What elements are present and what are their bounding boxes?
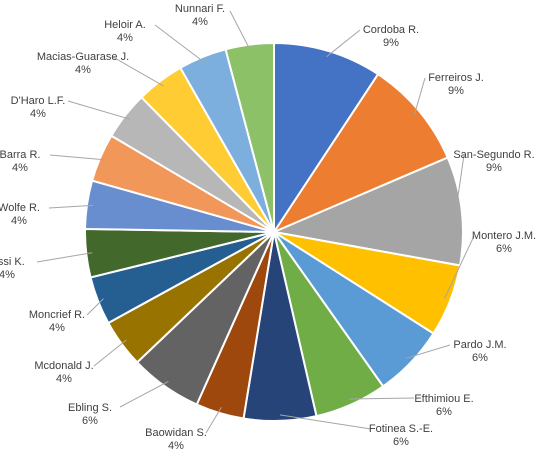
leader-line-4 — [444, 235, 475, 299]
slice-label-2: Ferreiros J. 9% — [428, 72, 484, 97]
slice-label-15: D'Haro L.F. 4% — [11, 95, 66, 120]
slice-percent: 9% — [383, 37, 399, 49]
slice-label-14: Barra R. 4% — [0, 149, 40, 174]
slice-percent: 6% — [82, 415, 98, 427]
pie-slice-2 — [271, 72, 450, 235]
slice-labels: Cordoba R. 9%Ferreiros J. 9%San-Segundo R.… — [0, 3, 536, 452]
leader-line-3 — [455, 154, 465, 212]
leader-line-8 — [205, 407, 222, 434]
slice-percent: 9% — [486, 162, 502, 174]
slice-name: Mcdonald J. — [34, 360, 93, 372]
slice-percent: 4% — [30, 108, 46, 120]
leader-line-16 — [112, 56, 164, 87]
slice-label-5: Pardo J.M. 6% — [453, 339, 506, 364]
slice-name: Tissi K. — [0, 256, 25, 268]
slice-percent: 4% — [0, 269, 15, 281]
slice-label-11: Moncrief R. 4% — [29, 309, 85, 334]
slice-name: Baowidan S. — [145, 427, 207, 439]
slice-label-4: Montero J.M. 6% — [472, 230, 536, 255]
slice-name: Barra R. — [0, 149, 40, 161]
slice-label-7: Fotinea S.-E. 6% — [369, 423, 433, 448]
leader-line-17 — [154, 24, 206, 63]
pie-slice-18 — [224, 41, 275, 233]
leader-line-5 — [406, 344, 451, 359]
slice-percent: 6% — [472, 352, 488, 364]
slice-name: Ebling S. — [68, 402, 112, 414]
leader-line-10 — [93, 339, 127, 367]
slice-percent: 6% — [496, 243, 512, 255]
slice-label-12: Tissi K.4% — [0, 256, 25, 281]
slice-name: Nunnari F. — [175, 3, 225, 15]
slice-name: Moncrief R. — [29, 309, 85, 321]
leader-line-6 — [348, 397, 415, 400]
slice-name: Pardo J.M. — [453, 339, 506, 351]
slice-label-16: Macias-Guarase J. 4% — [37, 51, 129, 76]
slice-label-3: San-Segundo R. 9% — [453, 149, 534, 174]
slice-percent: 4% — [49, 322, 65, 334]
slice-percent: 4% — [75, 64, 91, 76]
slice-percent: 4% — [117, 32, 133, 44]
slice-name: Fotinea S.-E. — [369, 423, 433, 435]
leader-line-9 — [119, 380, 169, 408]
slice-label-1: Cordoba R. 9% — [363, 24, 419, 49]
leader-line-13 — [48, 204, 93, 209]
slice-percent: 9% — [448, 85, 464, 97]
slice-percent: 4% — [11, 215, 27, 227]
slice-percent: 4% — [192, 16, 208, 28]
leader-line-11 — [86, 298, 104, 316]
slice-name: Macias-Guarase J. — [37, 51, 129, 63]
slice-label-13: Wolfe R. 4% — [0, 202, 40, 227]
leader-lines — [36, 10, 475, 434]
slice-label-18: Nunnari F. 4% — [175, 3, 225, 28]
slice-name: Efthimiou E. — [414, 393, 473, 405]
slice-label-10: Mcdonald J. 4% — [34, 360, 93, 385]
slice-label-9: Ebling S. 6% — [68, 402, 112, 427]
slice-name: Cordoba R. — [363, 24, 419, 36]
pie-slice-3 — [270, 156, 464, 267]
slice-percent: 6% — [393, 436, 409, 448]
slice-percent: 4% — [168, 440, 184, 452]
leader-line-18 — [229, 10, 251, 51]
leader-line-2 — [413, 77, 426, 115]
slice-name: San-Segundo R. — [453, 149, 534, 161]
pie-slice-1 — [273, 41, 380, 236]
slice-name: Montero J.M. — [472, 230, 536, 242]
slice-percent: 6% — [436, 406, 452, 418]
leader-line-15 — [67, 100, 131, 120]
slice-label-6: Efthimiou E. 6% — [414, 393, 473, 418]
leader-line-12 — [36, 252, 93, 263]
leader-line-7 — [279, 414, 372, 430]
slice-percent: 4% — [12, 162, 28, 174]
slice-label-17: Heloir A. 4% — [104, 19, 146, 44]
slice-percent: 4% — [56, 373, 72, 385]
leader-line-14 — [49, 154, 106, 161]
pie-slices — [84, 41, 464, 422]
slice-name: Heloir A. — [104, 19, 146, 31]
slice-label-8: Baowidan S. 4% — [145, 427, 207, 452]
slice-name: Ferreiros J. — [428, 72, 484, 84]
slice-name: D'Haro L.F. — [11, 95, 66, 107]
leader-line-1 — [326, 29, 361, 58]
slice-name: Wolfe R. — [0, 202, 40, 214]
